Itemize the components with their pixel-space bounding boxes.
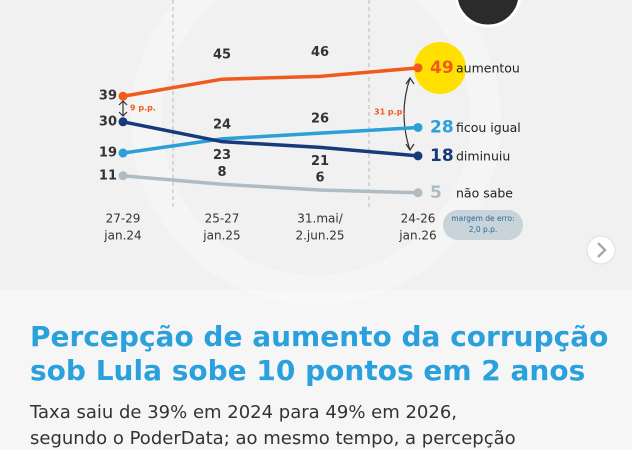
next-button[interactable] — [586, 235, 616, 265]
series-line — [121, 66, 420, 98]
data-label: 18 — [430, 146, 454, 166]
arrow — [118, 100, 128, 117]
marker — [118, 148, 128, 158]
note-pill — [443, 210, 523, 240]
data-label: 45 — [213, 48, 231, 63]
data-label: 21 — [311, 154, 329, 169]
next-icon — [597, 242, 607, 258]
text-background — [0, 290, 632, 450]
data-label: 5 — [430, 183, 442, 203]
data-label: 49 — [430, 58, 454, 78]
series-line — [121, 120, 420, 158]
marker — [413, 122, 423, 132]
headline: Percepção de aumento da corrupção — [30, 320, 608, 353]
arrow — [403, 76, 415, 152]
annotation: 9 p.p. — [130, 104, 156, 113]
marker — [413, 151, 423, 161]
marker — [118, 91, 128, 101]
marker — [118, 117, 128, 127]
data-label: 11 — [99, 168, 117, 183]
legend-label: ficou igual — [456, 120, 521, 135]
marker — [118, 171, 128, 181]
data-label: 6 — [315, 170, 324, 185]
data-label: 46 — [311, 45, 329, 60]
x-tick-label: 31.mai/ — [297, 212, 343, 226]
legend-label: não sabe — [456, 185, 513, 200]
data-label: 28 — [430, 117, 454, 137]
legend-label: diminuiu — [456, 148, 510, 163]
series-line — [121, 125, 420, 155]
data-label: 19 — [99, 146, 117, 161]
x-tick-label: 24-26 — [401, 212, 436, 226]
x-tick-label: 2.jun.25 — [295, 229, 344, 243]
x-tick-label: 27-29 — [106, 212, 141, 226]
data-label: 24 — [213, 117, 231, 132]
watermark — [131, 0, 501, 305]
marker — [413, 63, 423, 73]
data-label: 26 — [311, 112, 329, 127]
legend-label: aumentou — [456, 60, 520, 75]
body-text: segundo o PoderData; ao mesmo tempo, a p… — [30, 428, 516, 449]
note: 2,0 p.p. — [469, 225, 498, 234]
body-text: Taxa saiu de 39% em 2024 para 49% em 202… — [29, 402, 457, 423]
data-label: 23 — [213, 148, 231, 163]
avatar — [455, 0, 521, 28]
x-tick-label: jan.26 — [398, 229, 436, 243]
data-label: 30 — [99, 114, 117, 129]
x-tick-label: jan.24 — [103, 229, 141, 243]
chart-background — [0, 0, 632, 290]
series-line — [121, 174, 420, 195]
headline: sob Lula sobe 10 pontos em 2 anos — [30, 354, 585, 387]
annotation: 31 p.p. — [374, 108, 405, 117]
highlight — [414, 42, 466, 94]
data-label: 39 — [99, 89, 117, 104]
x-tick-label: 25-27 — [205, 212, 240, 226]
x-tick-label: jan.25 — [202, 229, 240, 243]
note: margem de erro: — [451, 214, 514, 223]
data-label: 8 — [217, 165, 226, 180]
marker — [413, 188, 423, 198]
